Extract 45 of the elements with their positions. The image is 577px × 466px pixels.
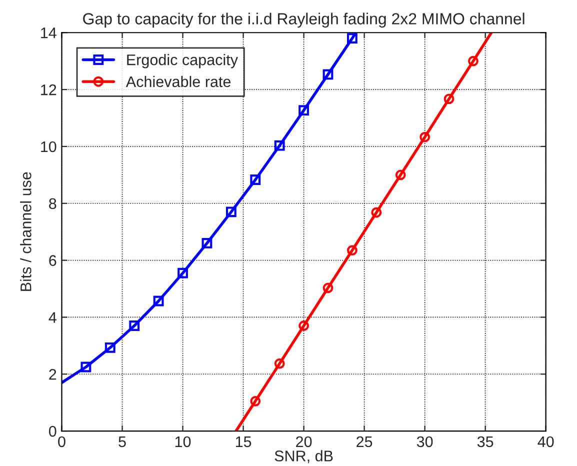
legend-label: Achievable rate bbox=[126, 76, 231, 88]
x-tick-label: 40 bbox=[538, 436, 554, 448]
point bbox=[322, 69, 334, 80]
point bbox=[322, 282, 334, 294]
point bbox=[250, 396, 261, 406]
point bbox=[226, 206, 236, 218]
point bbox=[274, 358, 285, 369]
y-tick-label: 0 bbox=[48, 426, 56, 437]
x-tick-label: 20 bbox=[296, 436, 312, 448]
x-tick-label: 0 bbox=[58, 436, 66, 448]
point bbox=[371, 207, 382, 218]
point bbox=[298, 320, 309, 331]
point bbox=[250, 174, 261, 185]
line-series bbox=[62, 32, 358, 384]
x-tick-label: 30 bbox=[416, 436, 433, 448]
point bbox=[104, 342, 116, 353]
y-tick-label: 10 bbox=[41, 141, 56, 152]
point bbox=[274, 140, 285, 151]
point bbox=[129, 320, 140, 331]
y-axis-title: Bits / channel use bbox=[20, 172, 32, 291]
y-tick-label: 2 bbox=[49, 369, 56, 380]
y-tick-label: 8 bbox=[49, 198, 56, 210]
x-tick-label: 15 bbox=[236, 436, 252, 448]
x-tick-label: 25 bbox=[356, 436, 372, 448]
point bbox=[80, 362, 92, 372]
y-tick-label: 14 bbox=[41, 28, 56, 38]
point bbox=[202, 238, 212, 248]
point bbox=[178, 268, 188, 278]
point bbox=[298, 105, 309, 116]
y-tick-label: 6 bbox=[49, 255, 56, 266]
x-tick-label: 35 bbox=[477, 436, 494, 448]
y-tick-label: 12 bbox=[41, 84, 56, 96]
x-tick-label: 5 bbox=[118, 436, 126, 448]
point bbox=[468, 56, 478, 66]
y-tick-label: 4 bbox=[48, 312, 56, 323]
point bbox=[420, 132, 430, 142]
x-axis-title: SNR, dB bbox=[274, 450, 333, 464]
point bbox=[346, 33, 358, 44]
chart-title: Gap to capacity for the i.i.d Rayleigh fading 2x2 MIMO channel bbox=[83, 12, 524, 28]
point bbox=[395, 170, 406, 180]
legend-label: Ergodic capacity bbox=[127, 54, 238, 68]
x-tick-label: 10 bbox=[175, 436, 191, 448]
point bbox=[153, 296, 164, 306]
point bbox=[444, 94, 454, 104]
point bbox=[346, 245, 358, 256]
